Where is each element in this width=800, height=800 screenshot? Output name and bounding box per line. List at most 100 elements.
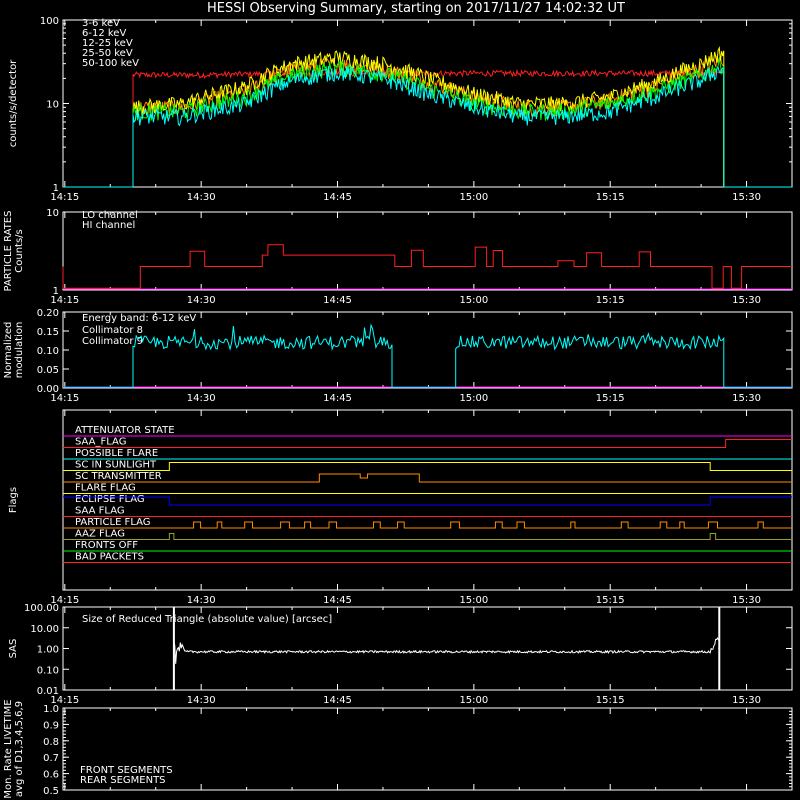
y-tick-label: 0.01 <box>37 686 59 697</box>
legend-entry: 6-12 keV <box>82 28 126 39</box>
flag-label: BAD PACKETS <box>75 552 144 563</box>
flag-line <box>63 462 792 471</box>
y-tick-label: 0.05 <box>37 365 59 376</box>
flag-line <box>63 439 792 448</box>
y-axis-label: Normalized <box>3 322 14 379</box>
flag-label: SAA_FLAG <box>75 437 126 448</box>
x-tick-label: 15:00 <box>459 295 488 306</box>
legend-entry: REAR SEGMENTS <box>80 775 166 786</box>
x-tick-label: 15:15 <box>596 393 625 404</box>
x-tick-label: 15:30 <box>732 695 761 706</box>
y-tick-label: 1.00 <box>37 645 59 656</box>
x-tick-label: 14:45 <box>323 192 352 203</box>
legend-entry: HI channel <box>82 220 135 231</box>
y-tick-label: 1 <box>53 183 59 194</box>
flag-label: SC TRANSMITTER <box>75 471 162 482</box>
y-tick-label: 0.15 <box>37 327 59 338</box>
y-tick-label: 0.9 <box>43 720 59 731</box>
y-tick-label: 10 <box>46 208 59 219</box>
y-axis-label: SAS <box>8 639 19 659</box>
y-tick-label: 0.10 <box>37 665 59 676</box>
series-line-12-25-keV <box>132 45 725 187</box>
x-tick-label: 14:30 <box>187 295 216 306</box>
y-tick-label: 10 <box>46 100 59 111</box>
y-tick-label: 100.00 <box>24 603 59 614</box>
x-tick-label: 14:15 <box>50 295 79 306</box>
y-tick-label: 0.5 <box>43 786 59 797</box>
y-tick-label: 100 <box>40 16 59 27</box>
legend-entry: FRONT SEGMENTS <box>80 765 173 776</box>
y-tick-label: 0.00 <box>37 384 59 395</box>
y-axis-label: modulation <box>14 322 25 379</box>
sas-line <box>173 607 720 664</box>
y-tick-label: 0.10 <box>37 346 59 357</box>
x-tick-label: 15:30 <box>732 393 761 404</box>
flag-label: PARTICLE FLAG <box>75 517 151 528</box>
y-tick-label: 0.7 <box>43 753 59 764</box>
x-tick-label: 14:15 <box>50 393 79 404</box>
x-tick-label: 14:15 <box>50 595 79 606</box>
x-tick-label: 15:30 <box>732 192 761 203</box>
flag-label: FLARE FLAG <box>75 483 136 494</box>
panel-frame-3 <box>62 409 793 591</box>
x-tick-label: 14:15 <box>50 192 79 203</box>
x-tick-label: 14:45 <box>323 695 352 706</box>
y-tick-label: 0.6 <box>43 770 59 781</box>
x-tick-label: 14:30 <box>187 393 216 404</box>
y-axis-label: PARTICLE RATES <box>3 211 14 292</box>
flag-line <box>63 521 792 529</box>
x-tick-label: 15:15 <box>596 595 625 606</box>
legend-entry: LO channel <box>82 210 138 221</box>
legend-entry: 12-25 keV <box>82 38 133 49</box>
x-tick-label: 15:30 <box>732 295 761 306</box>
y-axis-label: counts/s/detector <box>8 59 19 147</box>
legend-entry: 50-100 keV <box>82 58 139 69</box>
panel-frame-1 <box>62 211 793 291</box>
flag-line <box>63 496 792 506</box>
x-tick-label: 15:00 <box>459 192 488 203</box>
x-tick-label: 15:30 <box>732 595 761 606</box>
flag-line <box>63 473 792 483</box>
x-tick-label: 15:00 <box>459 595 488 606</box>
flag-line <box>63 533 792 540</box>
flag-label: SC IN SUNLIGHT <box>75 460 157 471</box>
y-tick-label: 0.20 <box>37 308 59 319</box>
x-tick-label: 14:45 <box>323 295 352 306</box>
y-tick-label: 0.8 <box>43 737 59 748</box>
series-line-3-6-keV <box>132 68 725 187</box>
y-axis-label: avg of D1,3,4,5,6,9 <box>14 701 25 797</box>
x-tick-label: 15:00 <box>459 393 488 404</box>
collimator-8-line <box>63 323 792 388</box>
flag-label: SAA FLAG <box>75 506 125 517</box>
sas-annotation: Size of Reduced Triangle (absolute value… <box>82 614 332 625</box>
x-tick-label: 15:00 <box>459 695 488 706</box>
energy-band-annotation: Energy band: 6-12 keV <box>82 313 196 324</box>
figure-title: HESSI Observing Summary, starting on 201… <box>207 1 625 16</box>
y-axis-label: Mon. Rate LIVETIME <box>3 699 14 798</box>
y-axis-label: Flags <box>8 487 19 513</box>
flag-label: AAZ FLAG <box>75 529 125 540</box>
y-tick-label: 1.0 <box>43 704 59 715</box>
hi-channel-line <box>62 244 792 289</box>
x-tick-label: 14:30 <box>187 595 216 606</box>
y-tick-label: 10.00 <box>30 624 59 635</box>
x-tick-label: 14:30 <box>187 192 216 203</box>
flag-label: POSSIBLE FLARE <box>75 448 158 459</box>
flag-label: ECLIPSE FLAG <box>75 494 145 505</box>
flag-label: ATTENUATOR STATE <box>75 425 175 436</box>
x-tick-label: 15:15 <box>596 295 625 306</box>
legend-entry: Collimator 9 <box>82 336 143 347</box>
x-tick-label: 15:15 <box>596 192 625 203</box>
x-tick-label: 14:30 <box>187 695 216 706</box>
legend-entry: 3-6 keV <box>82 18 120 29</box>
y-tick-label: 1 <box>53 286 59 297</box>
x-tick-label: 14:45 <box>323 595 352 606</box>
legend-entry: Collimator 8 <box>82 325 143 336</box>
panel-frame-5 <box>62 707 793 791</box>
x-tick-label: 14:45 <box>323 393 352 404</box>
legend-entry: 25-50 keV <box>82 48 133 59</box>
flag-label: FRONTS OFF <box>75 540 138 551</box>
x-tick-label: 15:15 <box>596 695 625 706</box>
y-axis-label: Counts/s <box>14 229 25 273</box>
